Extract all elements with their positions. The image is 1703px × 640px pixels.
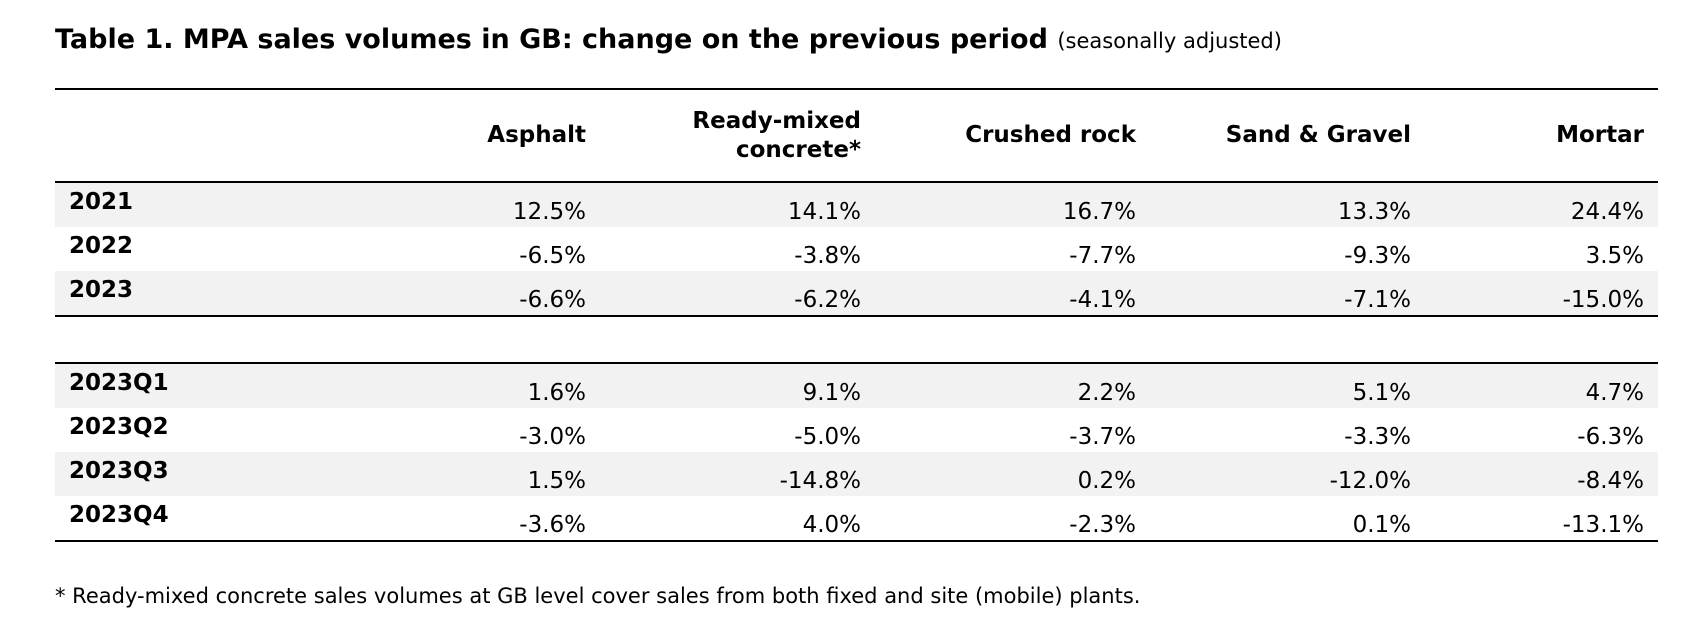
cell-mortar: 24.4% — [1425, 182, 1658, 227]
table-row: 2023Q1 1.6% 9.1% 2.2% 5.1% 4.7% — [55, 362, 1658, 408]
cell-ready-mixed-concrete: 14.1% — [600, 182, 875, 227]
cell-ready-mixed-concrete: -14.8% — [600, 452, 875, 496]
table-row: 2022 -6.5% -3.8% -7.7% -9.3% 3.5% — [55, 227, 1658, 271]
row-label: 2022 — [69, 233, 134, 259]
header-asphalt: Asphalt — [325, 88, 600, 183]
sales-volume-table: Asphalt Ready-mixed concrete* Crushed ro… — [55, 88, 1658, 542]
cell-ready-mixed-concrete: -3.8% — [794, 243, 861, 269]
table-row: 2021 12.5% 14.1% 16.7% 13.3% 24.4% — [55, 182, 1658, 227]
cell-sand-gravel: 0.1% — [1150, 496, 1425, 542]
row-label: 2021 — [55, 182, 325, 227]
table-title: Table 1. MPA sales volumes in GB: change… — [55, 24, 1282, 55]
cell-asphalt: 1.6% — [325, 362, 600, 408]
table-title-main: Table 1. MPA sales volumes in GB: change… — [55, 24, 1048, 55]
header-ready-mixed-concrete: Ready-mixed concrete* — [600, 88, 875, 183]
header-period — [55, 88, 325, 183]
cell-sand-gravel: 13.3% — [1150, 182, 1425, 227]
cell-ready-mixed-concrete: -6.2% — [600, 271, 875, 317]
header-sand-gravel: Sand & Gravel — [1150, 88, 1425, 183]
header-ready-mixed-line1: Ready-mixed — [692, 107, 861, 134]
table-row: 2023 -6.6% -6.2% -4.1% -7.1% -15.0% — [55, 271, 1658, 317]
row-label: 2023Q2 — [69, 414, 169, 440]
table-footnote: * Ready-mixed concrete sales volumes at … — [55, 584, 1141, 608]
row-label: 2023Q4 — [55, 496, 325, 542]
row-label: 2023 — [55, 271, 325, 317]
spacer-cell — [55, 316, 1658, 363]
section-spacer — [55, 316, 1658, 363]
cell-ready-mixed-concrete: -5.0% — [794, 424, 861, 450]
table-row: 2023Q4 -3.6% 4.0% -2.3% 0.1% -13.1% — [55, 496, 1658, 542]
cell-mortar: -6.3% — [1577, 424, 1644, 450]
cell-asphalt: 1.5% — [325, 452, 600, 496]
cell-sand-gravel: -12.0% — [1150, 452, 1425, 496]
cell-asphalt: -3.0% — [519, 424, 586, 450]
cell-sand-gravel: 5.1% — [1150, 362, 1425, 408]
cell-crushed-rock: 0.2% — [875, 452, 1150, 496]
header-row: Asphalt Ready-mixed concrete* Crushed ro… — [55, 88, 1658, 183]
table-row: 2023Q3 1.5% -14.8% 0.2% -12.0% -8.4% — [55, 452, 1658, 496]
cell-crushed-rock: -4.1% — [875, 271, 1150, 317]
cell-mortar: 3.5% — [1585, 243, 1644, 269]
header-mortar: Mortar — [1425, 88, 1658, 183]
cell-crushed-rock: 2.2% — [875, 362, 1150, 408]
cell-sand-gravel: -3.3% — [1344, 424, 1411, 450]
row-label: 2023Q1 — [55, 362, 325, 408]
cell-crushed-rock: -7.7% — [1069, 243, 1136, 269]
cell-mortar: -13.1% — [1425, 496, 1658, 542]
cell-asphalt: 12.5% — [325, 182, 600, 227]
cell-crushed-rock: 16.7% — [875, 182, 1150, 227]
table-title-note: (seasonally adjusted) — [1057, 29, 1282, 53]
cell-sand-gravel: -9.3% — [1344, 243, 1411, 269]
cell-sand-gravel: -7.1% — [1150, 271, 1425, 317]
header-crushed-rock: Crushed rock — [875, 88, 1150, 183]
cell-mortar: -8.4% — [1425, 452, 1658, 496]
cell-crushed-rock: -3.7% — [1069, 424, 1136, 450]
cell-asphalt: -6.5% — [519, 243, 586, 269]
cell-ready-mixed-concrete: 9.1% — [600, 362, 875, 408]
table-row: 2023Q2 -3.0% -5.0% -3.7% -3.3% -6.3% — [55, 408, 1658, 452]
cell-asphalt: -3.6% — [325, 496, 600, 542]
cell-mortar: -15.0% — [1425, 271, 1658, 317]
cell-crushed-rock: -2.3% — [875, 496, 1150, 542]
cell-asphalt: -6.6% — [325, 271, 600, 317]
header-ready-mixed-line2: concrete* — [735, 136, 861, 163]
cell-mortar: 4.7% — [1425, 362, 1658, 408]
cell-ready-mixed-concrete: 4.0% — [600, 496, 875, 542]
row-label: 2023Q3 — [55, 452, 325, 496]
